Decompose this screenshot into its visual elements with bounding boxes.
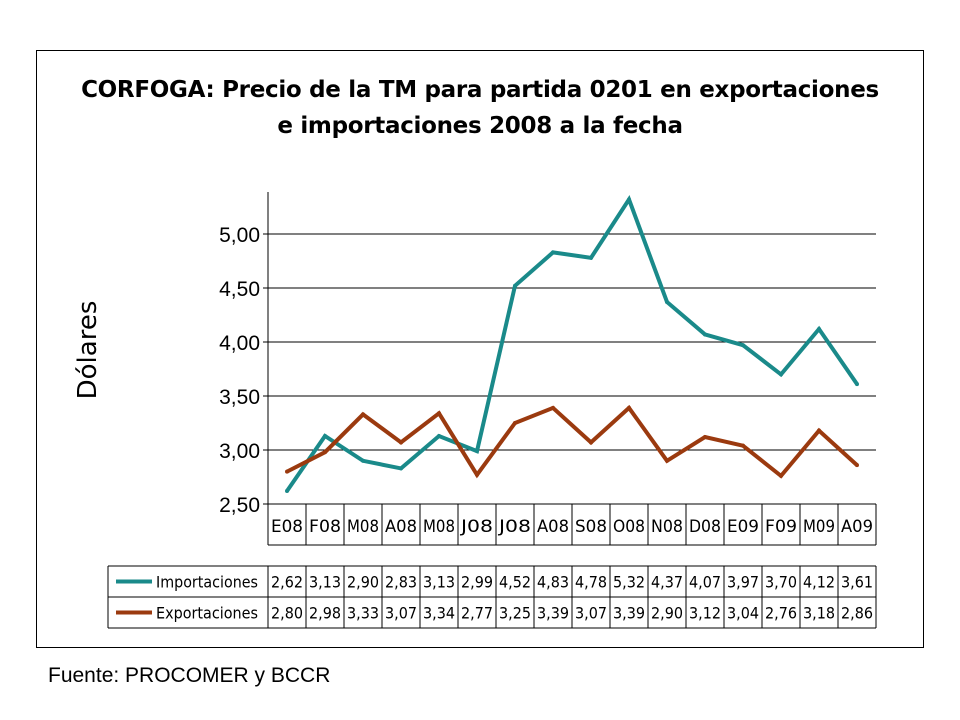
table-cell-value: 4,07 bbox=[689, 573, 721, 592]
table-cell-value: 3,70 bbox=[765, 573, 797, 592]
table-cell-value: 3,18 bbox=[803, 604, 835, 623]
data-point bbox=[323, 450, 327, 455]
table-cell-value: 3,12 bbox=[689, 604, 721, 623]
data-point bbox=[703, 332, 707, 337]
y-tick-label: 5,00 bbox=[219, 224, 260, 247]
data-point bbox=[399, 440, 403, 445]
x-tick-label: D08 bbox=[689, 517, 721, 537]
table-cell-value: 2,76 bbox=[765, 604, 797, 623]
table-cell-value: 3,25 bbox=[499, 604, 531, 623]
chart-title-line-2: e importaciones 2008 a la fecha bbox=[277, 113, 683, 139]
data-point bbox=[627, 197, 631, 202]
data-point bbox=[475, 472, 479, 477]
table-cell-value: 4,12 bbox=[803, 573, 835, 592]
x-tick-label: E09 bbox=[727, 517, 759, 537]
data-point bbox=[513, 283, 517, 288]
data-point bbox=[627, 405, 631, 410]
table-cell-value: 2,62 bbox=[271, 573, 303, 592]
data-point bbox=[323, 433, 327, 438]
data-point bbox=[779, 473, 783, 478]
data-point bbox=[361, 458, 365, 463]
table-cell-value: 3,97 bbox=[727, 573, 759, 592]
legend-label: Importaciones bbox=[156, 573, 258, 592]
y-tick-label: 3,00 bbox=[219, 440, 260, 463]
data-point bbox=[285, 489, 289, 494]
y-tick-label: 4,50 bbox=[219, 278, 260, 301]
chart-frame bbox=[36, 50, 924, 648]
data-point bbox=[589, 440, 593, 445]
y-tick-label: 3,50 bbox=[219, 386, 260, 409]
data-point bbox=[437, 411, 441, 416]
x-tick-label: A09 bbox=[841, 517, 873, 537]
data-point bbox=[399, 466, 403, 471]
table-cell-value: 2,80 bbox=[271, 604, 303, 623]
source-note: Fuente: PROCOMER y BCCR bbox=[48, 664, 331, 687]
x-tick-label: A08 bbox=[537, 517, 569, 537]
table-cell-value: 3,33 bbox=[347, 604, 379, 623]
table-cell-value: 4,83 bbox=[537, 573, 569, 592]
table-cell-value: 4,78 bbox=[575, 573, 607, 592]
data-point bbox=[779, 372, 783, 377]
series-line-importaciones bbox=[285, 194, 859, 493]
data-point bbox=[551, 250, 555, 255]
table-cell-value: 4,37 bbox=[651, 573, 683, 592]
data-point bbox=[665, 300, 669, 305]
x-tick-label: M08 bbox=[423, 517, 455, 537]
data-point bbox=[741, 443, 745, 448]
y-tick-label: 4,00 bbox=[219, 332, 260, 355]
x-tick-label: F09 bbox=[765, 517, 797, 537]
y-tick-label: 2,50 bbox=[219, 494, 260, 517]
table-cell-value: 2,86 bbox=[841, 604, 873, 623]
data-point bbox=[817, 428, 821, 433]
table-cell-value: 2,83 bbox=[385, 573, 417, 592]
data-point bbox=[437, 433, 441, 438]
legend-label: Exportaciones bbox=[156, 604, 258, 623]
data-point bbox=[551, 405, 555, 410]
table-cell-value: 3,04 bbox=[727, 604, 759, 623]
table-cell-value: 2,90 bbox=[347, 573, 379, 592]
data-point bbox=[513, 421, 517, 425]
data-point bbox=[361, 412, 365, 417]
data-point bbox=[665, 458, 669, 463]
chart-title: CORFOGA: Precio de la TM para partida 02… bbox=[0, 72, 960, 144]
x-tick-label: E08 bbox=[271, 517, 303, 537]
data-point bbox=[703, 435, 707, 440]
data-point bbox=[285, 469, 289, 474]
x-tick-label: F08 bbox=[309, 517, 341, 537]
chart-title-line-1: CORFOGA: Precio de la TM para partida 02… bbox=[81, 77, 879, 103]
table-cell-value: 3,34 bbox=[423, 604, 455, 623]
table-cell-value: 2,77 bbox=[461, 604, 493, 623]
x-tick-label: J08 bbox=[460, 517, 493, 537]
table-cell-value: 3,61 bbox=[841, 573, 873, 592]
data-point bbox=[589, 255, 593, 260]
x-tick-label: J08 bbox=[498, 517, 531, 537]
table-cell-value: 2,90 bbox=[651, 604, 683, 623]
x-tick-label: M08 bbox=[347, 517, 379, 537]
table-cell-value: 5,32 bbox=[613, 573, 645, 592]
table-cell-value: 3,07 bbox=[385, 604, 417, 623]
table-cell-value: 3,13 bbox=[423, 573, 455, 592]
data-point bbox=[475, 449, 479, 454]
table-cell-value: 2,98 bbox=[309, 604, 341, 623]
table-cell-value: 3,13 bbox=[309, 573, 341, 592]
x-tick-label: N08 bbox=[651, 517, 683, 537]
table-cell-value: 3,07 bbox=[575, 604, 607, 623]
x-tick-label: S08 bbox=[575, 517, 607, 537]
x-tick-label: M09 bbox=[803, 517, 835, 537]
series-line-exportaciones bbox=[286, 404, 859, 479]
x-tick-label: A08 bbox=[385, 517, 417, 537]
table-cell-value: 3,39 bbox=[537, 604, 569, 623]
table-cell-value: 4,52 bbox=[499, 573, 531, 592]
data-point bbox=[855, 382, 859, 387]
table-cell-value: 3,39 bbox=[613, 604, 645, 623]
data-point bbox=[817, 327, 821, 332]
table-cell-value: 2,99 bbox=[461, 573, 493, 592]
x-tick-label: O08 bbox=[613, 517, 645, 537]
data-point bbox=[855, 463, 859, 468]
data-point bbox=[741, 343, 745, 348]
